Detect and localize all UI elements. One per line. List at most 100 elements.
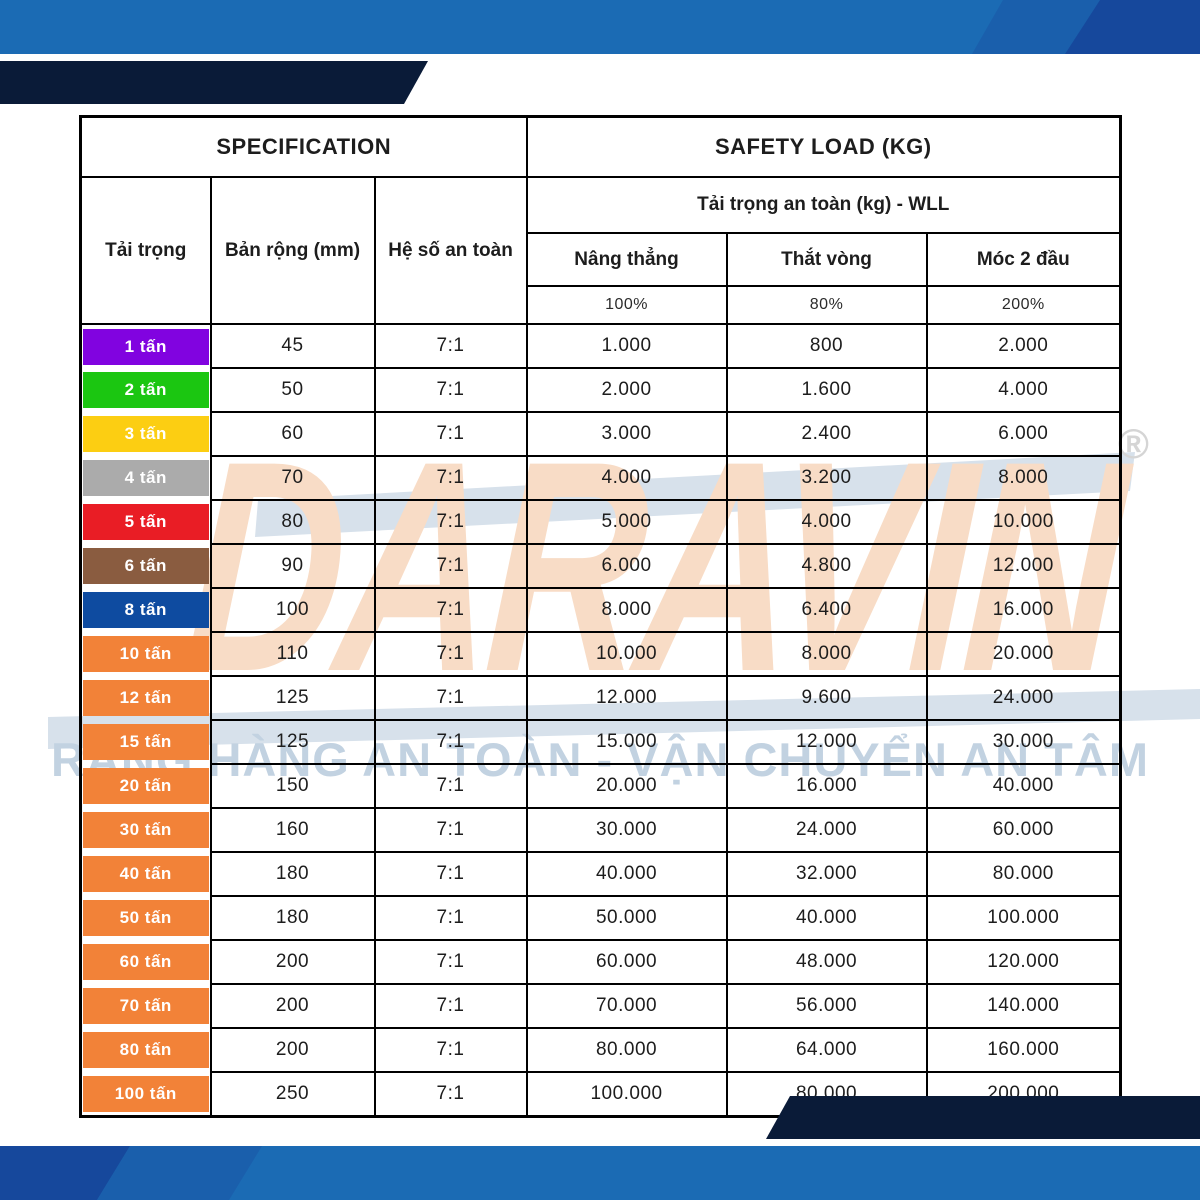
load-cell: 40 tấn — [79, 852, 212, 896]
safety-factor-cell: 7:1 — [373, 499, 528, 545]
basket-load-cell: 4.000 — [925, 367, 1122, 413]
capacity-chip: 3 tấn — [83, 416, 209, 452]
load-cell: 6 tấn — [79, 544, 212, 588]
table-row: 50 tấn 180 7:1 50.000 40.000 100.000 — [79, 895, 1122, 941]
table-row: 10 tấn 110 7:1 10.000 8.000 20.000 — [79, 631, 1122, 677]
choke-load-cell: 8.000 — [725, 631, 928, 677]
capacity-chip: 70 tấn — [83, 988, 209, 1024]
choke-load-cell: 3.200 — [725, 455, 928, 501]
load-cell: 50 tấn — [79, 896, 212, 940]
column-header-band-width: Bản rộng (mm) — [209, 176, 376, 325]
vertical-load-cell: 10.000 — [525, 631, 728, 677]
load-cell: 70 tấn — [79, 984, 212, 1028]
top-bar-mid-stripe — [972, 0, 1100, 54]
percent-choke: 80% — [725, 285, 928, 325]
safety-factor-cell: 7:1 — [373, 719, 528, 765]
safety-factor-cell: 7:1 — [373, 895, 528, 941]
choke-load-cell: 24.000 — [725, 807, 928, 853]
capacity-chip: 50 tấn — [83, 900, 209, 936]
safety-factor-cell: 7:1 — [373, 1071, 528, 1118]
percent-vertical: 100% — [525, 285, 728, 325]
vertical-load-cell: 40.000 — [525, 851, 728, 897]
registered-trademark-icon: ® — [1118, 420, 1149, 467]
band-width-cell: 80 — [209, 499, 376, 545]
band-width-cell: 180 — [209, 851, 376, 897]
vertical-load-cell: 15.000 — [525, 719, 728, 765]
safety-factor-cell: 7:1 — [373, 367, 528, 413]
basket-load-cell: 2.000 — [925, 323, 1122, 369]
load-cell: 2 tấn — [79, 368, 212, 412]
column-header-wll: Tải trọng an toàn (kg) - WLL — [525, 176, 1122, 234]
band-width-cell: 200 — [209, 983, 376, 1029]
load-cell: 3 tấn — [79, 412, 212, 456]
load-cell: 80 tấn — [79, 1028, 212, 1072]
table-body: 1 tấn 45 7:1 1.000 800 2.000 2 tấn 50 7:1 2.000 1.… — [79, 323, 1122, 1118]
capacity-chip: 6 tấn — [83, 548, 209, 584]
choke-load-cell: 56.000 — [725, 983, 928, 1029]
basket-load-cell: 100.000 — [925, 895, 1122, 941]
capacity-chip: 20 tấn — [83, 768, 209, 804]
capacity-chip: 40 tấn — [83, 856, 209, 892]
band-width-cell: 90 — [209, 543, 376, 589]
vertical-load-cell: 20.000 — [525, 763, 728, 809]
bottom-bar-mid-stripe — [97, 1146, 262, 1200]
specification-table: SPECIFICATION SAFETY LOAD (KG) Tải trọng… — [79, 115, 1123, 1118]
band-width-cell: 125 — [209, 719, 376, 765]
load-cell: 10 tấn — [79, 632, 212, 676]
load-cell: 30 tấn — [79, 808, 212, 852]
basket-load-cell: 16.000 — [925, 587, 1122, 633]
vertical-load-cell: 30.000 — [525, 807, 728, 853]
basket-load-cell: 6.000 — [925, 411, 1122, 457]
table-row: 1 tấn 45 7:1 1.000 800 2.000 — [79, 323, 1122, 369]
table-row: 20 tấn 150 7:1 20.000 16.000 40.000 — [79, 763, 1122, 809]
vertical-load-cell: 3.000 — [525, 411, 728, 457]
safety-factor-cell: 7:1 — [373, 411, 528, 457]
capacity-chip: 8 tấn — [83, 592, 209, 628]
table-row: 8 tấn 100 7:1 8.000 6.400 16.000 — [79, 587, 1122, 633]
basket-load-cell: 10.000 — [925, 499, 1122, 545]
band-width-cell: 60 — [209, 411, 376, 457]
safety-factor-cell: 7:1 — [373, 1027, 528, 1073]
vertical-load-cell: 2.000 — [525, 367, 728, 413]
vertical-load-cell: 12.000 — [525, 675, 728, 721]
load-cell: 15 tấn — [79, 720, 212, 764]
choke-load-cell: 1.600 — [725, 367, 928, 413]
capacity-chip: 10 tấn — [83, 636, 209, 672]
basket-load-cell: 30.000 — [925, 719, 1122, 765]
basket-load-cell: 120.000 — [925, 939, 1122, 985]
table-header: SPECIFICATION SAFETY LOAD (KG) Tải trọng… — [79, 115, 1122, 325]
choke-load-cell: 6.400 — [725, 587, 928, 633]
load-cell: 20 tấn — [79, 764, 212, 808]
choke-load-cell: 4.000 — [725, 499, 928, 545]
top-blue-bar — [0, 0, 1200, 54]
band-width-cell: 45 — [209, 323, 376, 369]
capacity-chip: 60 tấn — [83, 944, 209, 980]
table-row: 80 tấn 200 7:1 80.000 64.000 160.000 — [79, 1027, 1122, 1073]
choke-load-cell: 16.000 — [725, 763, 928, 809]
load-cell: 8 tấn — [79, 588, 212, 632]
capacity-chip: 15 tấn — [83, 724, 209, 760]
capacity-chip: 30 tấn — [83, 812, 209, 848]
load-cell: 12 tấn — [79, 676, 212, 720]
section-header-specification: SPECIFICATION — [79, 115, 528, 178]
choke-load-cell: 800 — [725, 323, 928, 369]
table-row: 5 tấn 80 7:1 5.000 4.000 10.000 — [79, 499, 1122, 545]
column-header-load: Tải trọng — [79, 176, 212, 325]
table-row: 4 tấn 70 7:1 4.000 3.200 8.000 — [79, 455, 1122, 501]
vertical-load-cell: 5.000 — [525, 499, 728, 545]
table-row: 60 tấn 200 7:1 60.000 48.000 120.000 — [79, 939, 1122, 985]
load-cell: 5 tấn — [79, 500, 212, 544]
vertical-load-cell: 6.000 — [525, 543, 728, 589]
band-width-cell: 160 — [209, 807, 376, 853]
column-header-safety-factor: Hệ số an toàn — [373, 176, 528, 325]
band-width-cell: 150 — [209, 763, 376, 809]
bottom-navy-ribbon — [766, 1096, 1200, 1139]
safety-factor-cell: 7:1 — [373, 851, 528, 897]
safety-factor-cell: 7:1 — [373, 939, 528, 985]
basket-load-cell: 140.000 — [925, 983, 1122, 1029]
capacity-chip: 12 tấn — [83, 680, 209, 716]
column-header-basket: Móc 2 đầu — [925, 232, 1122, 287]
band-width-cell: 100 — [209, 587, 376, 633]
capacity-chip: 5 tấn — [83, 504, 209, 540]
safety-factor-cell: 7:1 — [373, 675, 528, 721]
